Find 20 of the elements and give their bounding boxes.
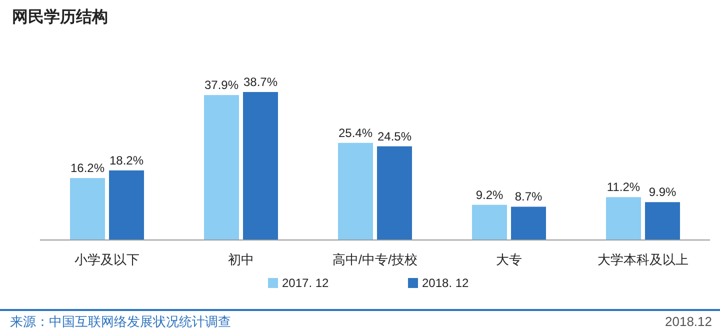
data-label: 11.2% (606, 180, 640, 194)
data-label: 18.2% (109, 153, 144, 168)
x-tick-label: 大专 (496, 252, 522, 267)
data-label: 9.2% (476, 188, 504, 202)
data-label: 9.9% (648, 185, 676, 200)
data-label: 25.4% (338, 126, 373, 140)
data-label: 24.5% (377, 129, 412, 144)
legend-label: 2018. 12 (422, 276, 470, 290)
data-label: 38.7% (243, 75, 278, 89)
x-tick-label: 大学本科及以上 (598, 252, 688, 267)
data-label: 8.7% (514, 190, 542, 204)
data-label: 37.9% (204, 78, 239, 92)
x-tick-label: 高中/中专/技校 (332, 252, 418, 267)
x-tick-label: 小学及以下 (74, 252, 140, 267)
x-tick-label: 初中 (228, 252, 254, 267)
data-label: 16.2% (70, 161, 105, 176)
text: 2018.12 (665, 314, 712, 329)
title: 网民学历结构 (12, 9, 108, 26)
source-note: 来源：中国互联网络发展状况统计调查 (10, 314, 231, 329)
legend-label: 2017. 12 (282, 276, 330, 290)
